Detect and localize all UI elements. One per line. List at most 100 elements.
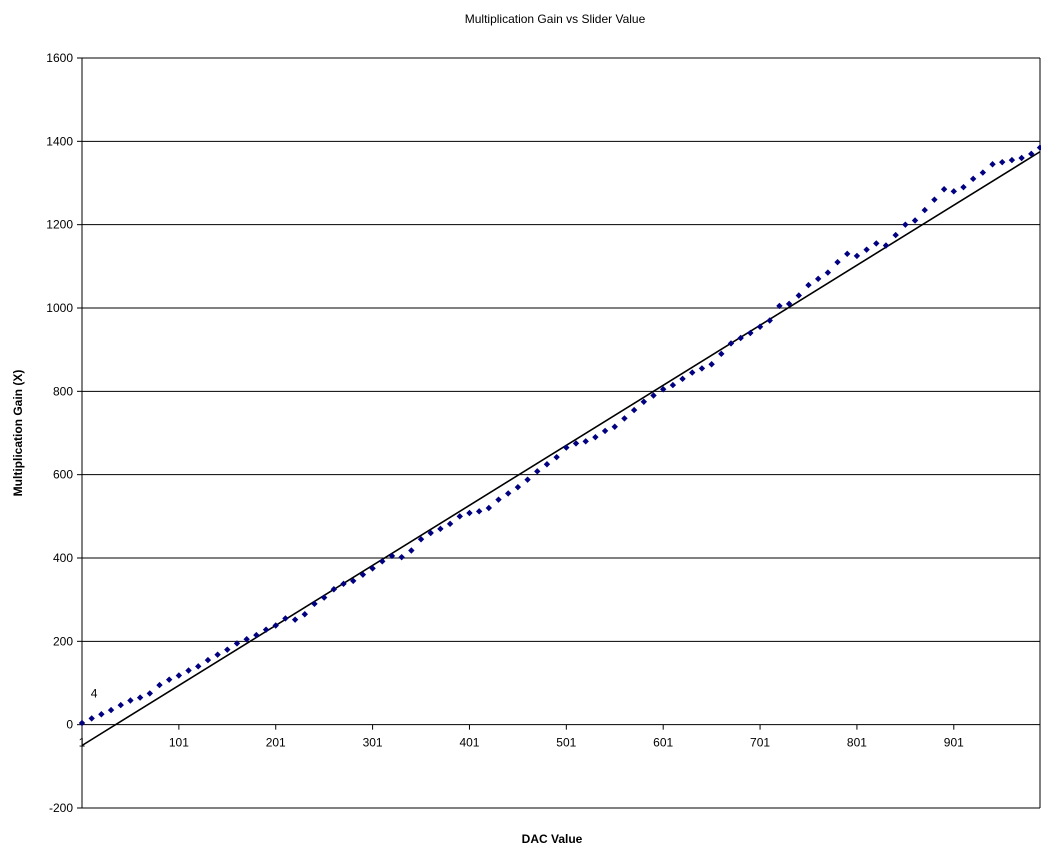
x-tick-label: 701 [750, 736, 770, 750]
data-point [659, 386, 667, 393]
annotation-label: 4 [91, 687, 98, 701]
data-point [505, 490, 512, 497]
annotations: 4 [91, 687, 98, 701]
data-point [272, 622, 279, 629]
x-tick-label: 201 [266, 736, 286, 750]
data-points [78, 144, 1041, 727]
data-point [698, 365, 706, 372]
data-point [718, 350, 725, 358]
data-point [88, 715, 95, 722]
data-point [824, 269, 832, 276]
data-point [320, 594, 328, 601]
data-point [969, 175, 977, 183]
data-point [301, 611, 308, 618]
data-point [204, 656, 212, 664]
y-tick-label: 200 [53, 634, 73, 648]
data-point [398, 553, 405, 561]
data-point [601, 427, 609, 435]
data-point [359, 571, 367, 578]
x-tick-label: 901 [944, 736, 964, 750]
data-point [350, 577, 357, 585]
data-point [1036, 144, 1041, 151]
data-point [78, 719, 86, 727]
y-tick-label: 1200 [46, 218, 73, 232]
data-point [630, 406, 638, 414]
data-point [146, 690, 154, 697]
x-tick-labels: 1 101 201 301 401 501 601 701 801 901 [79, 736, 964, 750]
data-point [756, 323, 764, 330]
data-point [979, 169, 987, 176]
data-point [475, 508, 483, 515]
data-point [650, 392, 657, 399]
data-point [175, 672, 183, 679]
data-point [950, 188, 957, 195]
data-point [427, 529, 434, 537]
data-point [185, 667, 192, 674]
data-point [940, 186, 948, 193]
data-point [844, 250, 851, 258]
data-point [621, 415, 628, 422]
trendline [81, 151, 1041, 747]
data-point [495, 496, 502, 503]
x-tick-label: 401 [459, 736, 479, 750]
data-point [224, 646, 231, 653]
data-point [892, 231, 899, 239]
data-point [882, 242, 890, 249]
trendline-line [81, 151, 1041, 747]
data-point [311, 600, 318, 608]
x-tick-label: 101 [169, 736, 189, 750]
data-point [514, 483, 522, 491]
y-tick-label: 1400 [46, 134, 73, 148]
x-tick-label: 301 [363, 736, 383, 750]
data-point [921, 206, 928, 214]
data-point [408, 547, 415, 554]
data-point [98, 711, 105, 718]
data-point [814, 275, 822, 283]
axes [77, 57, 1041, 809]
x-tick-label: 501 [556, 736, 576, 750]
data-point [1028, 150, 1035, 158]
data-point [165, 676, 173, 683]
data-point [117, 701, 124, 709]
x-tick-label: 1 [79, 736, 86, 750]
data-point [776, 302, 783, 310]
data-point [766, 317, 773, 324]
data-point [437, 525, 444, 533]
data-point [708, 361, 715, 368]
data-point [379, 558, 386, 565]
data-point [243, 636, 250, 643]
data-point [233, 640, 241, 647]
y-tick-labels: -200 0 200 400 600 800 1000 1200 1400 1600 [46, 51, 73, 815]
data-point [911, 217, 919, 224]
data-point [960, 183, 967, 191]
data-point [107, 706, 115, 714]
y-axis-label: Multiplication Gain (X) [11, 370, 25, 497]
data-point [282, 615, 289, 622]
data-point [737, 334, 744, 342]
data-point [931, 196, 938, 203]
y-tick-label: 400 [53, 551, 73, 565]
y-tick-label: -200 [49, 801, 73, 815]
data-point [1008, 156, 1016, 164]
data-point [999, 158, 1006, 166]
data-point [291, 616, 299, 623]
data-point [136, 694, 144, 701]
data-point [127, 697, 134, 704]
data-point [156, 681, 163, 689]
data-point [873, 240, 880, 247]
data-point [466, 509, 473, 517]
data-point [446, 520, 454, 528]
data-point [582, 438, 589, 445]
y-tick-label: 0 [66, 718, 73, 732]
data-point [611, 423, 618, 430]
chart-title: Multiplication Gain vs Slider Value [465, 12, 646, 26]
data-point [863, 246, 870, 253]
data-point [330, 586, 338, 593]
data-point [727, 340, 735, 347]
data-point [369, 565, 376, 572]
data-point [456, 513, 463, 520]
grid-lines [82, 57, 1040, 726]
data-point [195, 663, 202, 670]
data-point [214, 651, 221, 658]
